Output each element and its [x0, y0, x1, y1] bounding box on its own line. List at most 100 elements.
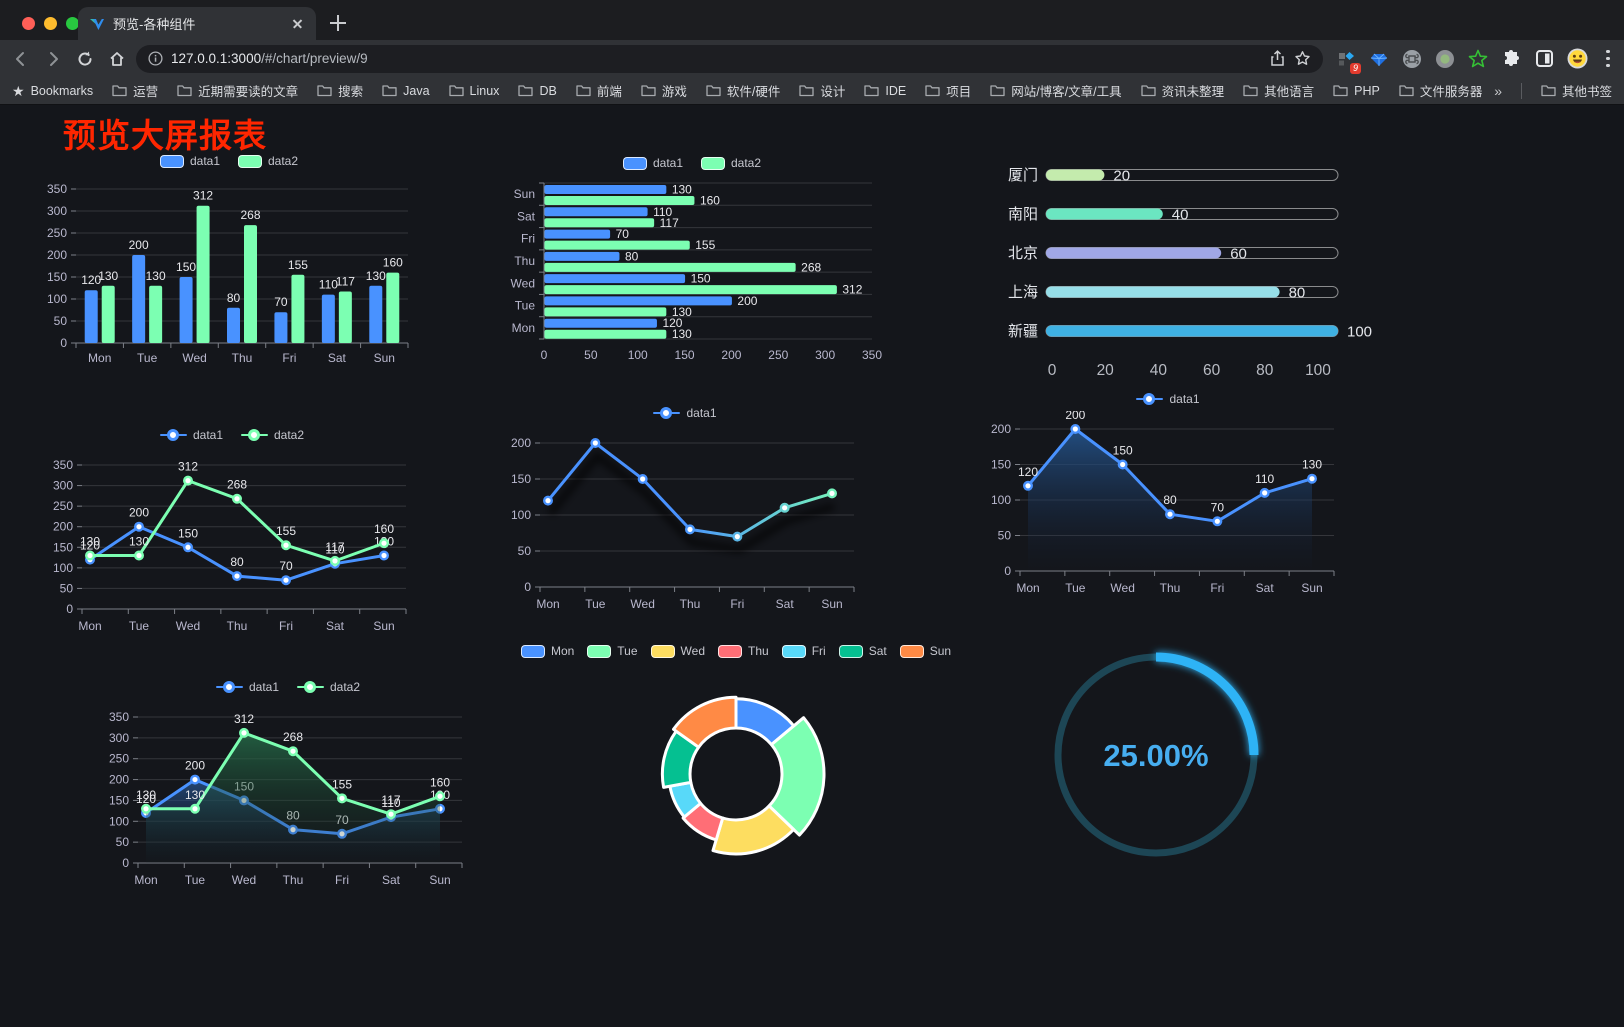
legend-item[interactable]: data2 [241, 428, 304, 442]
svg-text:20: 20 [1097, 362, 1115, 379]
bookmarks-manager[interactable]: ★ Bookmarks [12, 82, 94, 99]
url-bar[interactable]: 127.0.0.1:3000/#/chart/preview/9 [136, 44, 1323, 73]
legend-item[interactable]: Fri [781, 644, 826, 658]
svg-text:200: 200 [129, 238, 149, 252]
legend-item[interactable]: Tue [587, 644, 638, 658]
chart-hbar[interactable]: data1 data2 Sun 130 160 Sat 110 117 Fri 70 155 Thu 8… [494, 151, 890, 365]
bookmark-folder[interactable]: 项目 [925, 81, 971, 100]
legend-label: Sat [868, 644, 887, 658]
new-tab-button[interactable] [328, 13, 348, 33]
chart-line-gradient[interactable]: data1 0 50 100 150 200 Mon Tue Wed Thu Fri Sat Sun [498, 401, 872, 615]
chart-area-single[interactable]: data1 0 50 100 150 200 Mon Tue Wed Thu Fri Sat Sun 12… [982, 387, 1354, 599]
extension-circle-icon[interactable] [1434, 48, 1456, 70]
chart-legend: data1 data2 [38, 149, 420, 173]
bookmark-folder[interactable]: 搜索 [317, 81, 363, 100]
bookmark-folder[interactable]: Linux [448, 84, 499, 98]
chart-line-two[interactable]: data1 data2 0 50 100 150 200 250 300 350 Mon Tue Wed… [44, 423, 420, 637]
legend-item[interactable]: data2 [701, 156, 761, 170]
bookmark-folder[interactable]: 文件服务器 [1399, 81, 1482, 100]
forward-button[interactable] [40, 46, 66, 72]
bookmarks-bar: ★ Bookmarks 运营 近期需要读的文章 搜索 Java Linux DB 前端 游戏软… [0, 77, 1624, 105]
back-button[interactable] [8, 46, 34, 72]
folder-icon [177, 85, 192, 97]
svg-text:Tue: Tue [1065, 581, 1086, 595]
legend-item[interactable]: data1 [1136, 392, 1200, 406]
bookmark-folder[interactable]: 其他语言 [1243, 81, 1314, 100]
chart-pie[interactable]: Mon Tue Wed Thu Fri Sat Sun [520, 639, 951, 901]
svg-text:50: 50 [518, 544, 532, 558]
svg-text:100: 100 [1305, 362, 1331, 379]
chart-capsule[interactable]: 厦门 20 南阳 40 北京 60 上海 80 新疆 100 0 20 40 60 80 100 [986, 157, 1384, 393]
svg-text:50: 50 [998, 529, 1012, 543]
bookmark-folder[interactable]: 近期需要读的文章 [177, 81, 298, 100]
svg-text:130: 130 [1302, 458, 1322, 472]
bookmark-folder[interactable]: IDE [864, 84, 906, 98]
legend-item[interactable]: data1 [215, 680, 279, 694]
reload-button[interactable] [72, 46, 98, 72]
extension-grid-icon[interactable]: 9 [1335, 48, 1361, 74]
other-bookmarks-folder[interactable]: 其他书签 [1541, 81, 1612, 100]
legend-item[interactable]: data1 [653, 406, 717, 420]
chart-gauge[interactable]: 25.00% [1038, 637, 1274, 873]
legend-item[interactable]: data2 [238, 154, 298, 168]
svg-text:50: 50 [584, 348, 598, 362]
bookmark-folder[interactable]: 软件/硬件 [706, 81, 780, 100]
window-controls[interactable] [22, 17, 79, 30]
legend-item[interactable]: data1 [622, 156, 683, 170]
extension-command-icon[interactable] [1401, 48, 1423, 70]
legend-item[interactable]: Thu [718, 644, 769, 658]
svg-text:150: 150 [176, 260, 196, 274]
extension-star-icon[interactable] [1467, 48, 1489, 70]
legend-item[interactable]: data1 [159, 154, 220, 168]
maximize-window-button[interactable] [66, 17, 79, 30]
split-view-icon[interactable] [1533, 48, 1555, 70]
legend-item[interactable]: Sat [838, 644, 887, 658]
extension-gem-icon[interactable] [1368, 48, 1390, 70]
close-window-button[interactable] [22, 17, 35, 30]
share-icon[interactable] [1269, 50, 1286, 67]
legend-swatch [650, 644, 675, 658]
legend-item[interactable]: Wed [650, 644, 705, 658]
legend-line-icon [1136, 393, 1164, 406]
svg-text:150: 150 [178, 526, 198, 540]
folder-icon [382, 85, 397, 97]
legend-item[interactable]: data1 [159, 428, 223, 442]
legend-swatch [622, 156, 647, 170]
svg-text:Sat: Sat [517, 209, 536, 223]
bookmark-folder[interactable]: 设计 [799, 81, 845, 100]
chart-area-two[interactable]: data1 data2 0 50 100 150 200 250 300 350 Mon Tue Wed… [100, 675, 476, 891]
bookmarks-overflow-chevron[interactable]: » [1494, 82, 1502, 99]
svg-text:Mon: Mon [1016, 581, 1039, 595]
legend-item[interactable]: Mon [520, 644, 574, 658]
folder-icon [1399, 85, 1414, 97]
legend-label: data1 [189, 154, 220, 168]
url-text[interactable]: 127.0.0.1:3000/#/chart/preview/9 [171, 50, 368, 66]
legend-item[interactable]: Sun [899, 644, 951, 658]
minimize-window-button[interactable] [44, 17, 57, 30]
chart-bar-grouped[interactable]: data1 data2 0 50 100 150 200 250 300 350 Mon 120 130… [38, 149, 420, 369]
svg-text:Sat: Sat [328, 351, 347, 365]
bookmark-star-icon[interactable] [1294, 50, 1311, 67]
profile-avatar[interactable] [1566, 48, 1588, 70]
bookmark-folder[interactable]: DB [518, 84, 557, 98]
bookmark-folder[interactable]: 前端 [576, 81, 622, 100]
browser-tab[interactable]: 预览-各种组件 [78, 7, 316, 40]
svg-text:60: 60 [1203, 362, 1221, 379]
bookmark-folder[interactable]: 游戏 [641, 81, 687, 100]
home-button[interactable] [104, 46, 130, 72]
info-icon[interactable] [148, 51, 163, 66]
legend-item[interactable]: data2 [297, 680, 360, 694]
bookmark-folder[interactable]: 运营 [112, 81, 158, 100]
svg-text:Sun: Sun [429, 873, 450, 887]
svg-text:Sat: Sat [776, 597, 795, 611]
extensions-puzzle-icon[interactable] [1500, 48, 1522, 70]
svg-text:200: 200 [109, 773, 129, 787]
bookmark-folder[interactable]: 资讯未整理 [1140, 81, 1224, 100]
bookmark-folder[interactable]: Java [382, 84, 430, 98]
bookmark-folder[interactable]: 网站/博客/文章/工具 [990, 81, 1122, 100]
close-tab-icon[interactable] [290, 16, 306, 32]
bookmark-folder[interactable]: PHP [1333, 84, 1380, 98]
svg-text:100: 100 [511, 508, 531, 522]
folder-icon [1243, 85, 1258, 97]
browser-menu-icon[interactable] [1606, 49, 1610, 68]
